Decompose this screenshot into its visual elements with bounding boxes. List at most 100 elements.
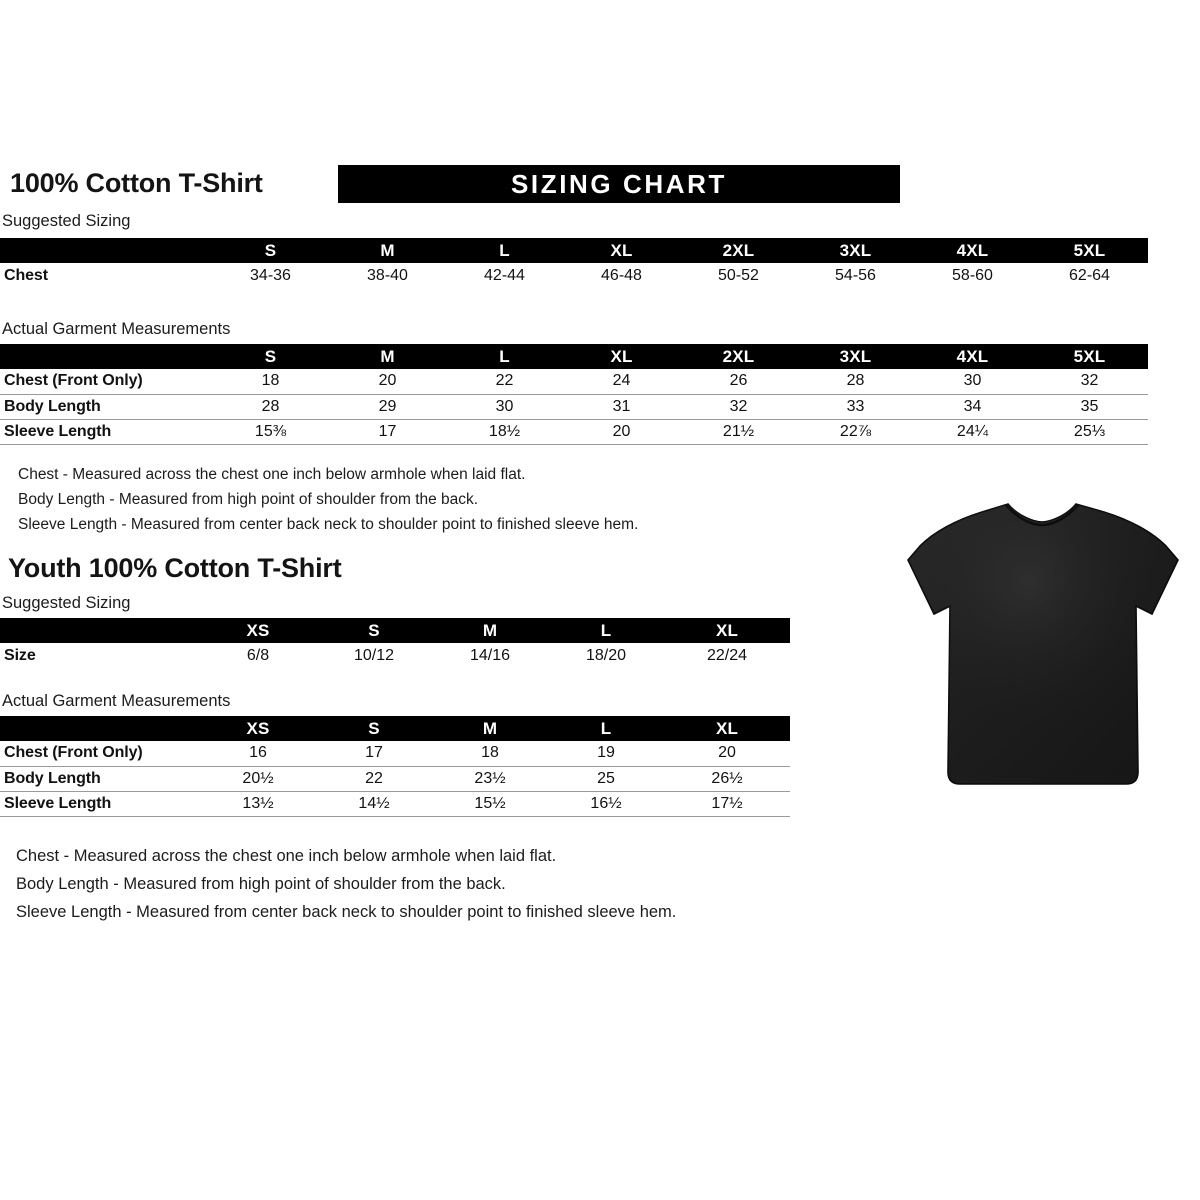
cell-5xl: 25⅓: [1031, 418, 1148, 445]
size-header-l: L: [499, 346, 510, 366]
size-header-s: S: [264, 346, 277, 366]
cell-xl: 20: [563, 418, 680, 445]
size-header-xs: XS: [246, 718, 270, 738]
cell-xl: 22/24: [664, 643, 790, 668]
adult-actual-measurements-table: S M L XL 2XL 3XL 4XL 5XL Chest (Front Only) 18 20…: [0, 344, 1148, 445]
table-row: Size 6/8 10/12 14/16 18/20 22/24: [0, 643, 790, 668]
cell-xs: 16: [200, 741, 316, 766]
sizing-chart-banner-label: SIZING CHART: [510, 168, 728, 199]
adult-section-heading: 100% Cotton T-Shirt: [10, 168, 263, 198]
measurement-note: Chest - Measured across the chest one in…: [18, 466, 526, 483]
cell-m: 20: [329, 369, 446, 394]
size-header-xl: XL: [610, 240, 633, 260]
size-header-xl: XL: [715, 718, 739, 738]
adult-actual-measurements-label: Actual Garment Measurements: [2, 320, 231, 338]
size-header-4xl: 4XL: [956, 346, 989, 366]
row-label: Body Length: [0, 765, 200, 791]
table-header-row: S M L XL 2XL 3XL 4XL 5XL: [0, 344, 1148, 369]
cell-m: 17: [329, 418, 446, 445]
size-header-5xl: 5XL: [1073, 346, 1106, 366]
size-header-m: M: [482, 620, 498, 640]
cell-5xl: 62-64: [1031, 263, 1148, 288]
row-label: Chest (Front Only): [0, 369, 212, 394]
cell-s: 34-36: [212, 263, 329, 288]
cell-m: 38-40: [329, 263, 446, 288]
cell-2xl: 32: [680, 393, 797, 419]
size-header-m: M: [482, 718, 498, 738]
cell-s: 17: [316, 741, 432, 766]
cell-xl: 17½: [664, 790, 790, 817]
table-row: Body Length 20½ 22 23½ 25 26½: [0, 765, 790, 791]
size-header-xl: XL: [610, 346, 633, 366]
cell-m: 29: [329, 393, 446, 419]
size-header-l: L: [499, 240, 510, 260]
youth-actual-measurements-label: Actual Garment Measurements: [2, 692, 231, 710]
cell-s: 14½: [316, 790, 432, 817]
size-header-m: M: [380, 346, 395, 366]
youth-suggested-sizing-label: Suggested Sizing: [2, 594, 131, 612]
cell-3xl: 54-56: [797, 263, 914, 288]
cell-l: 30: [446, 393, 563, 419]
cell-l: 19: [548, 741, 664, 766]
table-row: Chest (Front Only) 16 17 18 19 20: [0, 741, 790, 766]
cell-l: 42-44: [446, 263, 563, 288]
table-header-row: XS S M L XL: [0, 618, 790, 643]
size-header-l: L: [600, 718, 612, 738]
youth-suggested-corner-header: [0, 618, 200, 643]
row-label: Chest (Front Only): [0, 741, 200, 766]
youth-section-heading: Youth 100% Cotton T-Shirt: [8, 553, 342, 583]
youth-measurement-notes: Chest - Measured across the chest one in…: [16, 842, 676, 926]
cell-xs: 13½: [200, 790, 316, 817]
tshirt-product-image: [890, 472, 1190, 812]
cell-m: 23½: [432, 765, 548, 791]
table-row: Chest (Front Only) 18 20 22 24 26 28 30 32: [0, 369, 1148, 394]
cell-4xl: 58-60: [914, 263, 1031, 288]
adult-suggested-sizing-table: S M L XL 2XL 3XL 4XL 5XL Chest 34-36 38-40 42-44 46…: [0, 238, 1148, 288]
size-header-4xl: 4XL: [956, 240, 989, 260]
adult-suggested-corner-header: [0, 238, 212, 263]
cell-s: 18: [212, 369, 329, 394]
cell-m: 18: [432, 741, 548, 766]
cell-xl: 31: [563, 393, 680, 419]
cell-3xl: 33: [797, 393, 914, 419]
measurement-note: Body Length - Measured from high point o…: [18, 491, 479, 508]
cell-xl: 26½: [664, 765, 790, 791]
row-label: Chest: [0, 263, 212, 288]
table-body: Chest 34-36 38-40 42-44 46-48 50-52 54-56 58-60…: [0, 263, 1148, 288]
row-label: Sleeve Length: [0, 418, 212, 445]
cell-4xl: 34: [914, 393, 1031, 419]
cell-2xl: 21½: [680, 418, 797, 445]
cell-xs: 6/8: [200, 643, 316, 668]
cell-s: 15⅜: [212, 418, 329, 445]
table-row: Chest 34-36 38-40 42-44 46-48 50-52 54-56 58-60…: [0, 263, 1148, 288]
table-header-row: XS S M L XL: [0, 716, 790, 741]
table-header-row: S M L XL 2XL 3XL 4XL 5XL: [0, 238, 1148, 263]
measurement-note: Sleeve Length - Measured from center bac…: [18, 516, 639, 533]
cell-5xl: 35: [1031, 393, 1148, 419]
cell-l: 18½: [446, 418, 563, 445]
cell-s: 10/12: [316, 643, 432, 668]
cell-l: 25: [548, 765, 664, 791]
cell-xs: 20½: [200, 765, 316, 791]
size-header-xs: XS: [246, 620, 270, 640]
size-header-5xl: 5XL: [1073, 240, 1106, 260]
size-header-3xl: 3XL: [839, 240, 872, 260]
cell-xl: 46-48: [563, 263, 680, 288]
row-label: Size: [0, 643, 200, 668]
sizing-chart-banner: SIZING CHART: [338, 165, 900, 203]
youth-suggested-sizing-table: XS S M L XL Size 6/8 10/12 14/16 18/20 22/24: [0, 618, 790, 668]
size-header-m: M: [380, 240, 395, 260]
measurement-note: Body Length - Measured from high point o…: [16, 875, 506, 893]
size-header-s: S: [368, 620, 380, 640]
cell-2xl: 50-52: [680, 263, 797, 288]
cell-xl: 20: [664, 741, 790, 766]
cell-4xl: 30: [914, 369, 1031, 394]
cell-5xl: 32: [1031, 369, 1148, 394]
adult-suggested-sizing-label: Suggested Sizing: [2, 212, 131, 230]
size-header-s: S: [264, 240, 277, 260]
table-row: Sleeve Length 15⅜ 17 18½ 20 21½ 22⅞ 24¼ 25⅓: [0, 418, 1148, 445]
cell-m: 15½: [432, 790, 548, 817]
youth-actual-measurements-table: XS S M L XL Chest (Front Only) 16 17 18 19 20 Body…: [0, 716, 790, 817]
table-body: Chest (Front Only) 16 17 18 19 20 Body Length 2…: [0, 741, 790, 817]
